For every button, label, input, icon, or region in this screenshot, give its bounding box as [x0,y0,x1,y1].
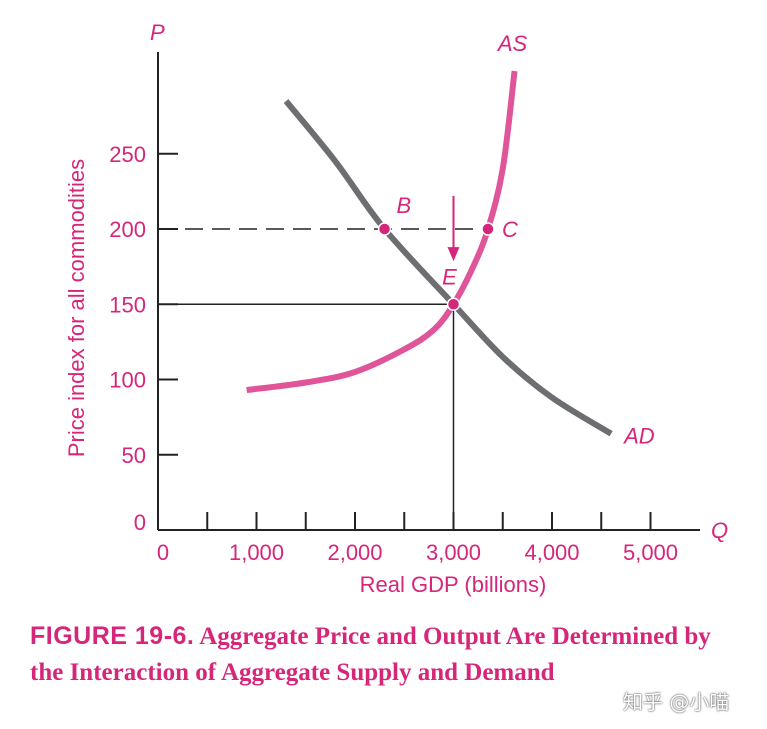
figure-caption: FIGURE 19-6. Aggregate Price and Output … [30,618,730,691]
x-tick-label: 0 [157,540,169,565]
y-tick-label: 50 [122,443,146,468]
arrow-head [447,247,460,262]
x-tick-label: 3,000 [426,540,481,565]
y-tick-label: 150 [109,292,146,317]
axes [157,52,700,531]
point-b [377,222,392,236]
x-axis-symbol: Q [711,518,728,543]
as-curve [246,70,518,394]
y-tick-label: 250 [109,142,146,167]
y-tick-label: 200 [109,217,146,242]
point-label-c: C [502,217,518,242]
y-tick-label: 100 [109,368,146,393]
ad-curve-label: AD [622,424,655,449]
aggregate-supply-demand-chart: P Q Real GDP (billions) Price index for … [64,20,728,597]
x-tick-label: 2,000 [327,540,382,565]
x-axis-label: Real GDP (billions) [360,572,547,597]
curves [246,70,613,437]
point-e [446,297,461,311]
x-tick-label: 4,000 [524,540,579,565]
labels: P Q Real GDP (billions) Price index for … [64,20,728,597]
y-tick-label: 0 [134,510,146,535]
point-label-e: E [442,264,457,289]
points [377,195,495,311]
point-label-b: B [397,193,412,218]
watermark: 知乎 @小喵 [623,690,730,714]
ad-curve [283,99,613,437]
figure-title: Aggregate Price and Output Are Determine… [30,623,711,686]
as-curve-label: AS [496,31,528,56]
x-tick-label: 5,000 [623,540,678,565]
x-tick-label: 1,000 [229,540,284,565]
y-axis-symbol: P [150,20,165,45]
reference-lines [158,228,488,530]
y-axis-label: Price index for all commodities [64,159,89,457]
point-c [481,222,495,236]
figure-number: FIGURE 19-6. [30,622,195,650]
